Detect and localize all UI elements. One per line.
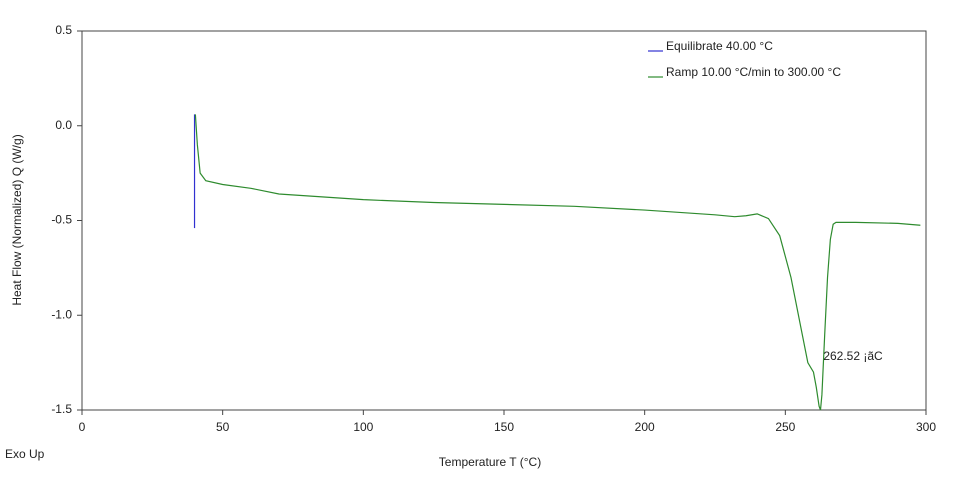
y-axis-label: Heat Flow (Normalized) Q (W/g) — [10, 134, 24, 305]
x-tick-label: 200 — [635, 420, 655, 434]
x-tick-label: 100 — [353, 420, 373, 434]
x-tick-label: 250 — [775, 420, 795, 434]
legend-label: Equilibrate 40.00 °C — [666, 39, 773, 53]
exo-note: Exo Up — [5, 447, 45, 461]
y-tick-label: -0.5 — [51, 213, 72, 227]
y-tick-label: 0.5 — [55, 23, 72, 37]
peak-annotation: 262.52 ¡ãC — [823, 349, 883, 363]
data-line — [194, 114, 921, 411]
x-tick-label: 150 — [494, 420, 514, 434]
x-tick-label: 0 — [79, 420, 86, 434]
x-tick-label: 300 — [916, 420, 936, 434]
y-tick-label: 0.0 — [55, 118, 72, 132]
y-tick-label: -1.5 — [51, 402, 72, 416]
legend-label: Ramp 10.00 °C/min to 300.00 °C — [666, 65, 841, 79]
plot-frame — [81, 30, 927, 411]
x-tick-label: 50 — [216, 420, 230, 434]
x-axis-label: Temperature T (°C) — [439, 455, 541, 469]
y-tick-label: -1.0 — [51, 307, 72, 321]
